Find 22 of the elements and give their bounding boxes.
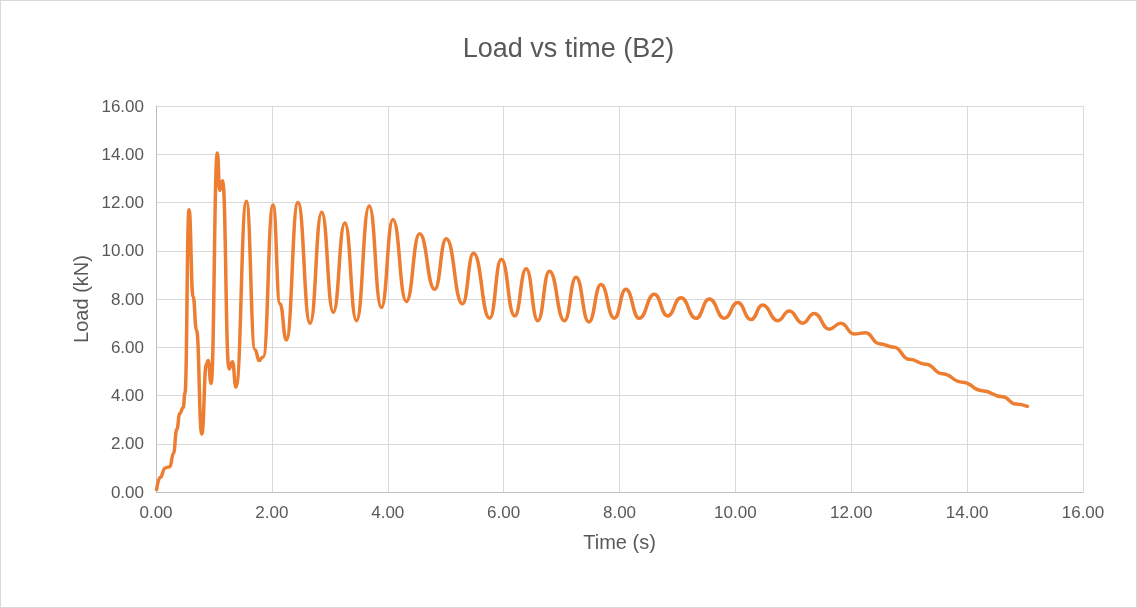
x-tick-label: 14.00: [945, 503, 989, 522]
y-tick-label: 14.00: [101, 144, 144, 164]
y-tick-label: 12.00: [101, 193, 144, 212]
x-tick-label: 0.00: [139, 503, 173, 522]
y-tick-label: 4.00: [110, 386, 144, 405]
x-tick-label: 12.00: [829, 503, 873, 522]
y-tick-label: 8.00: [110, 289, 144, 309]
line-series: [154, 151, 1030, 492]
y-tick-label: 2.00: [110, 434, 144, 454]
x-tick-label: 16.00: [1061, 503, 1105, 522]
x-tick-label: 10.00: [714, 503, 757, 522]
y-tick-label: 6.00: [110, 337, 144, 357]
y-tick-label: 0.00: [110, 482, 144, 502]
x-tick-label: 4.00: [371, 503, 405, 522]
x-axis-title: Time (s): [583, 531, 656, 553]
chart-title: Load vs time (B2): [462, 32, 675, 63]
y-tick-label: 16.00: [101, 96, 144, 116]
y-axis-title: Load (kN): [69, 255, 92, 343]
x-tick-label: 2.00: [255, 503, 289, 522]
x-tick-label: 8.00: [602, 503, 637, 522]
y-tick-label: 10.00: [101, 241, 144, 261]
x-tick-label: 6.00: [487, 503, 521, 522]
